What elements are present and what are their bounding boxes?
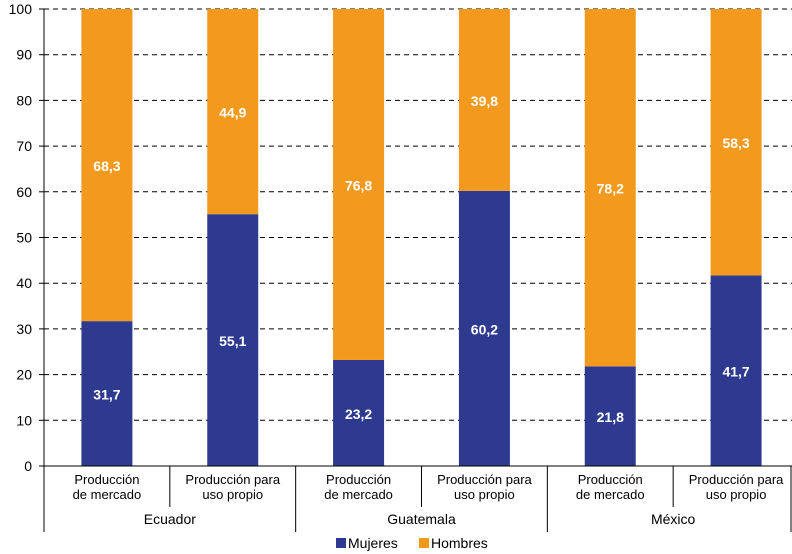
legend-swatch-mujeres — [336, 538, 346, 548]
y-tick-label: 40 — [16, 275, 32, 291]
bar-hombres — [207, 9, 259, 215]
data-label: 78,2 — [597, 181, 624, 197]
category-label: Producción — [74, 472, 139, 487]
data-label: 44,9 — [219, 105, 246, 121]
bar-mujeres — [333, 359, 385, 466]
category-label: de mercado — [576, 487, 645, 502]
category-label: Producción — [326, 472, 391, 487]
bar-mujeres — [584, 366, 636, 466]
category-label: uso propio — [202, 487, 263, 502]
bar-mujeres — [710, 275, 762, 466]
category-label: Producción para — [185, 472, 280, 487]
category-label: Producción para — [437, 472, 532, 487]
bar-hombres — [458, 9, 510, 191]
legend-swatch-hombres — [419, 538, 429, 548]
bar-mujeres — [81, 321, 133, 466]
data-label: 39,8 — [471, 93, 498, 109]
data-label: 23,2 — [345, 406, 372, 422]
category-label: Producción para — [689, 472, 784, 487]
y-axis: 0 10 20 30 40 50 60 70 80 90 100 — [9, 1, 45, 474]
category-label: uso propio — [454, 487, 515, 502]
bar-hombres — [81, 9, 133, 322]
group-label: México — [651, 511, 696, 527]
group-label: Guatemala — [387, 511, 456, 527]
y-tick-label: 30 — [16, 321, 32, 337]
group-label: Ecuador — [144, 511, 196, 527]
bar-hombres — [333, 9, 385, 360]
y-tick-label: 70 — [16, 138, 32, 154]
data-label: 58,3 — [722, 135, 749, 151]
category-label: de mercado — [73, 487, 142, 502]
data-label: 41,7 — [722, 364, 749, 380]
legend-label: Mujeres — [348, 535, 398, 551]
category-label: de mercado — [324, 487, 393, 502]
gridlines — [44, 8, 792, 421]
y-tick-label: 10 — [16, 412, 32, 428]
y-tick-label: 20 — [16, 367, 32, 383]
y-tick-label: 100 — [9, 1, 33, 17]
category-label: Producción — [578, 472, 643, 487]
data-label: 21,8 — [597, 409, 624, 425]
bar-mujeres — [207, 214, 259, 466]
bar-mujeres — [458, 190, 510, 467]
y-tick-label: 60 — [16, 184, 32, 200]
bars: 31,7 68,3 55,1 44,9 23,2 76,8 60,2 39,8 21,8 78,2… — [81, 9, 762, 467]
y-tick-label: 80 — [16, 92, 32, 108]
legend-label: Hombres — [431, 535, 488, 551]
y-tick-label: 0 — [24, 458, 32, 474]
legend: Mujeres Hombres — [336, 535, 488, 551]
data-label: 60,2 — [471, 321, 498, 337]
data-label: 55,1 — [219, 333, 246, 349]
data-label: 31,7 — [93, 387, 120, 403]
y-tick-label: 50 — [16, 230, 32, 246]
bar-hombres — [584, 9, 636, 367]
bar-hombres — [710, 9, 762, 276]
data-label: 68,3 — [93, 158, 120, 174]
data-label: 76,8 — [345, 177, 372, 193]
category-label: uso propio — [706, 487, 767, 502]
y-tick-label: 90 — [16, 47, 32, 63]
